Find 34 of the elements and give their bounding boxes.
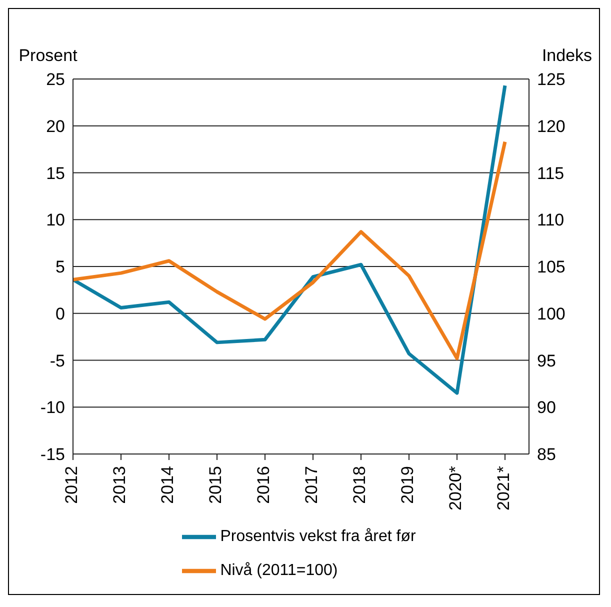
legend-label: Nivå (2011=100): [220, 562, 338, 580]
x-tick-label: 2016: [254, 466, 274, 504]
y-tick-label: 15: [46, 164, 65, 183]
y-tick-label: 10: [46, 210, 65, 230]
y2-tick-label: 100: [537, 304, 566, 324]
y-tick-label: 25: [46, 70, 65, 90]
legend-label: Prosentvis vekst fra året før: [220, 528, 416, 546]
y-tick-label: 20: [46, 116, 65, 136]
x-tick-label: 2013: [110, 466, 130, 504]
line-series: [73, 84, 507, 395]
x-tick-label: 2014: [158, 466, 178, 504]
x-tick-label: 2015: [206, 466, 226, 504]
y-axis-title: Prosent: [18, 46, 78, 65]
y-tick-label: -15: [40, 445, 65, 464]
x-tick-label: 2017: [302, 466, 322, 504]
y-tick-label: -5: [50, 351, 65, 370]
y-tick-label: -10: [40, 398, 65, 418]
y2-tick-label: 110: [537, 210, 564, 230]
y2-tick-label: 90: [537, 398, 556, 418]
y-tick-label: 0: [56, 304, 65, 324]
x-tick-label: 2012: [62, 466, 82, 504]
y2-tick-label: 125: [537, 70, 566, 90]
line-series: [73, 140, 507, 360]
x-tick-label: 2018: [350, 466, 370, 504]
y2-tick-label: 95: [537, 351, 556, 370]
y2-tick-label: 105: [537, 258, 566, 277]
y2-tick-label: 85: [537, 445, 556, 464]
y-tick-label: 5: [56, 258, 65, 277]
x-tick-label: 2020*: [446, 466, 466, 510]
x-tick-label: 2021*: [494, 466, 514, 510]
y2-axis-title: Indeks: [542, 46, 592, 65]
y2-tick-label: 115: [537, 164, 564, 183]
x-tick-label: 2019: [398, 466, 418, 504]
y2-tick-label: 120: [537, 116, 566, 136]
